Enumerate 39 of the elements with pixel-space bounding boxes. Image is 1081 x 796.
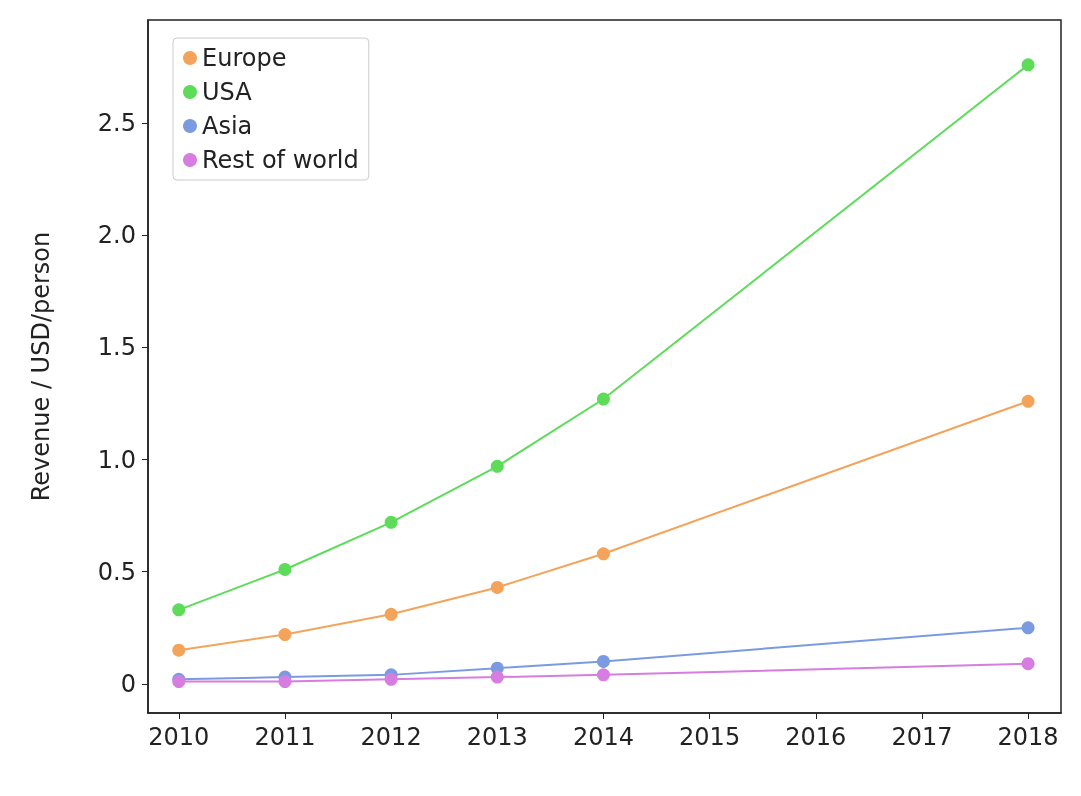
x-tick-label: 2017 xyxy=(891,723,953,751)
point xyxy=(1021,58,1035,72)
legend-label: Rest of world xyxy=(202,146,359,174)
legend-label: Europe xyxy=(202,44,287,72)
point xyxy=(172,603,186,617)
x-tick-label: 2014 xyxy=(572,723,634,751)
point xyxy=(384,672,398,686)
y-tick-label: 1.0 xyxy=(97,445,136,474)
point xyxy=(1021,657,1035,671)
y-tick-label: 0 xyxy=(120,669,136,698)
y-tick-label: 1.5 xyxy=(97,333,136,362)
point xyxy=(596,668,610,682)
point xyxy=(490,580,504,594)
point xyxy=(278,562,292,576)
point xyxy=(172,643,186,657)
x-tick-label: 2011 xyxy=(254,723,316,751)
point xyxy=(596,654,610,668)
point xyxy=(278,628,292,641)
point xyxy=(1021,621,1035,635)
legend-label: Asia xyxy=(202,112,253,140)
point xyxy=(490,670,504,684)
x-tick-label: 2016 xyxy=(785,723,847,751)
point xyxy=(596,392,610,406)
point xyxy=(490,459,504,473)
y-axis-title: Revenue / USD/person xyxy=(27,231,55,502)
x-tick-label: 2012 xyxy=(360,723,422,751)
point xyxy=(596,547,610,561)
x-tick-label: 2015 xyxy=(679,723,741,751)
point xyxy=(384,607,398,621)
legend-label: USA xyxy=(202,78,253,106)
x-tick-label: 2010 xyxy=(148,723,210,751)
point xyxy=(384,515,398,529)
point xyxy=(278,675,292,689)
y-tick-label: 0.5 xyxy=(97,557,136,586)
x-tick-label: 2013 xyxy=(466,723,528,751)
y-tick-label: 2.0 xyxy=(97,221,136,250)
x-tick-label: 2018 xyxy=(997,723,1059,751)
y-tick-label: 2.5 xyxy=(97,109,136,138)
point xyxy=(1021,394,1035,408)
